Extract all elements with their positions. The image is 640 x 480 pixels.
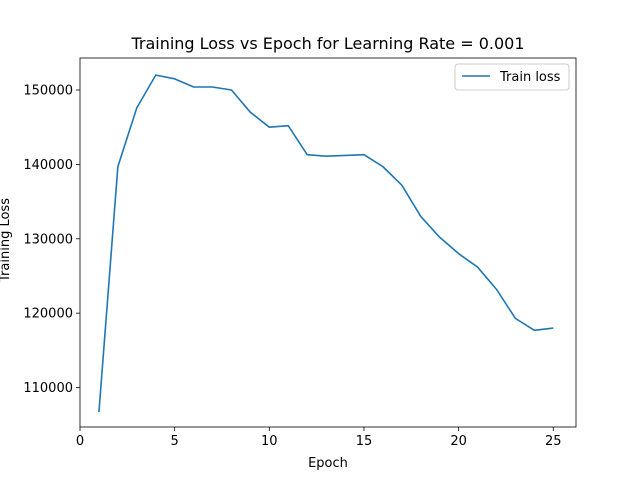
x-axis-label: Epoch [308, 456, 348, 471]
y-tick-label: 110000 [23, 381, 73, 396]
y-axis: 110000 120000 130000 140000 150000 [23, 83, 80, 396]
legend-box [454, 63, 570, 91]
y-axis-label: Training Loss [0, 198, 13, 283]
plot-area [79, 57, 577, 428]
legend-label: Train loss [499, 70, 561, 85]
x-tick-label: 20 [450, 434, 467, 449]
y-tick-label: 130000 [23, 232, 73, 247]
x-tick-label: 15 [356, 434, 373, 449]
series-layer [98, 74, 554, 413]
y-tick-label: 120000 [23, 307, 73, 322]
x-axis: 0 5 10 15 20 25 [76, 427, 562, 449]
x-tick-label: 0 [76, 434, 84, 449]
legend: Train loss [454, 63, 570, 91]
y-tick-label: 140000 [23, 158, 73, 173]
x-tick-label: 25 [545, 434, 562, 449]
series-line-train-loss [98, 74, 554, 413]
y-tick-label: 150000 [23, 83, 73, 98]
chart-title: Training Loss vs Epoch for Learning Rate… [130, 34, 524, 53]
x-tick-label: 10 [261, 434, 278, 449]
x-tick-label: 5 [171, 434, 179, 449]
plot-frame [79, 57, 577, 428]
